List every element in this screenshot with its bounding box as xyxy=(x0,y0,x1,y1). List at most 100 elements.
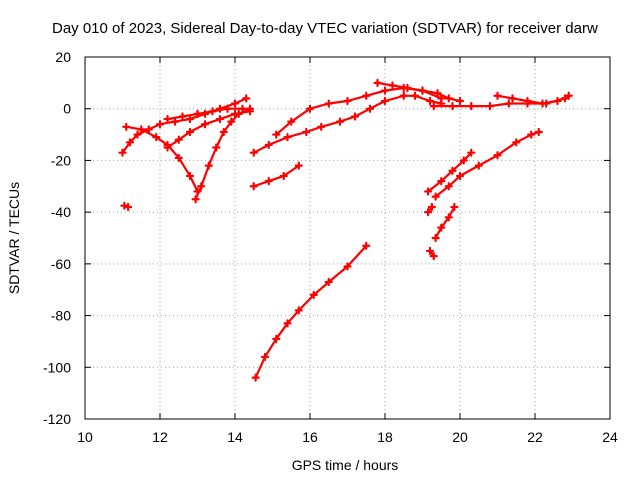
data-point xyxy=(523,96,532,106)
x-tick-label: 16 xyxy=(302,429,318,445)
x-tick-label: 12 xyxy=(152,429,168,445)
y-tick-label: 0 xyxy=(63,101,71,117)
data-point xyxy=(504,99,513,108)
data-point xyxy=(534,127,543,137)
data-point xyxy=(459,156,468,165)
data-point xyxy=(230,99,240,108)
x-axis-label: GPS time / hours xyxy=(292,457,399,473)
data-point xyxy=(467,148,476,157)
data-point xyxy=(335,117,345,126)
data-point xyxy=(444,182,453,191)
series-track-11 xyxy=(373,78,465,106)
data-point xyxy=(264,140,273,150)
data-point xyxy=(208,107,217,116)
data-point xyxy=(219,127,228,137)
data-point xyxy=(223,104,232,113)
data-point xyxy=(163,114,172,124)
y-tick-label: 20 xyxy=(55,49,71,65)
data-point xyxy=(193,109,202,118)
data-point xyxy=(455,96,465,106)
data-point xyxy=(122,122,131,131)
x-tick-label: 10 xyxy=(77,429,93,445)
series-track-18 xyxy=(431,127,543,201)
data-point xyxy=(425,96,435,106)
data-point xyxy=(283,319,292,328)
data-point xyxy=(227,117,236,126)
series-track-13 xyxy=(493,91,573,108)
data-point xyxy=(508,94,517,103)
data-point xyxy=(485,102,495,111)
y-tick-label: -60 xyxy=(51,256,71,272)
data-point xyxy=(350,112,360,121)
data-point xyxy=(212,143,221,152)
data-point xyxy=(512,138,521,147)
data-point xyxy=(424,187,433,196)
y-tick-label: -80 xyxy=(51,308,71,324)
series-track-5 xyxy=(191,104,255,204)
y-tick-label: -20 xyxy=(51,152,71,168)
data-point xyxy=(429,102,438,111)
data-point xyxy=(272,130,281,139)
series-line xyxy=(434,130,540,198)
series-track-1 xyxy=(118,94,251,157)
data-point xyxy=(362,241,371,250)
data-point xyxy=(527,130,536,139)
data-point xyxy=(431,192,440,201)
data-point xyxy=(249,148,258,157)
series-track-15 xyxy=(424,202,436,217)
data-point xyxy=(155,120,165,129)
data-point xyxy=(245,104,255,113)
series-track-17 xyxy=(431,202,459,243)
x-tick-label: 22 xyxy=(527,429,543,445)
data-point xyxy=(324,99,333,108)
data-point xyxy=(493,151,502,160)
data-point xyxy=(388,81,397,90)
data-point xyxy=(200,120,210,129)
series-line xyxy=(252,164,300,188)
data-point xyxy=(425,246,435,256)
data-point xyxy=(343,262,352,271)
data-point xyxy=(380,96,390,106)
data-point xyxy=(410,91,420,100)
data-point xyxy=(294,161,303,170)
data-point xyxy=(137,125,146,134)
data-point xyxy=(272,334,281,343)
data-point xyxy=(437,177,446,186)
grid-lines xyxy=(85,57,610,419)
data-series xyxy=(118,78,573,382)
data-point xyxy=(118,148,127,157)
x-tick-label: 20 xyxy=(452,429,468,445)
data-point xyxy=(403,83,412,93)
chart-title: Day 010 of 2023, Sidereal Day-to-day VTE… xyxy=(52,20,598,37)
data-point xyxy=(564,91,573,100)
series-track-16 xyxy=(425,246,438,261)
series-track-3 xyxy=(163,104,247,124)
data-point xyxy=(467,102,476,111)
data-point xyxy=(343,96,352,106)
data-point xyxy=(287,117,296,126)
data-point xyxy=(242,94,251,103)
data-point xyxy=(185,114,195,124)
data-point xyxy=(174,153,183,162)
data-point xyxy=(305,104,315,113)
data-point xyxy=(260,352,270,362)
data-point xyxy=(124,202,133,212)
series-track-7 xyxy=(249,91,446,157)
data-point xyxy=(302,127,311,137)
data-point xyxy=(418,86,427,95)
series-track-6 xyxy=(120,201,133,212)
data-point xyxy=(163,143,172,152)
series-track-14 xyxy=(424,148,476,196)
y-tick-label: -120 xyxy=(43,411,71,427)
data-point xyxy=(373,78,382,87)
data-point xyxy=(294,306,303,315)
series-line xyxy=(434,205,456,240)
data-point xyxy=(365,104,375,113)
series-track-8 xyxy=(249,161,303,191)
data-point xyxy=(133,130,142,139)
data-point xyxy=(448,166,457,175)
data-point xyxy=(197,182,206,191)
axis-ticks: 10 12 14 16 18 20 22 24 -120 -100 -80 -60 -40 -20 0 20 xyxy=(43,49,618,445)
data-point xyxy=(455,171,465,181)
